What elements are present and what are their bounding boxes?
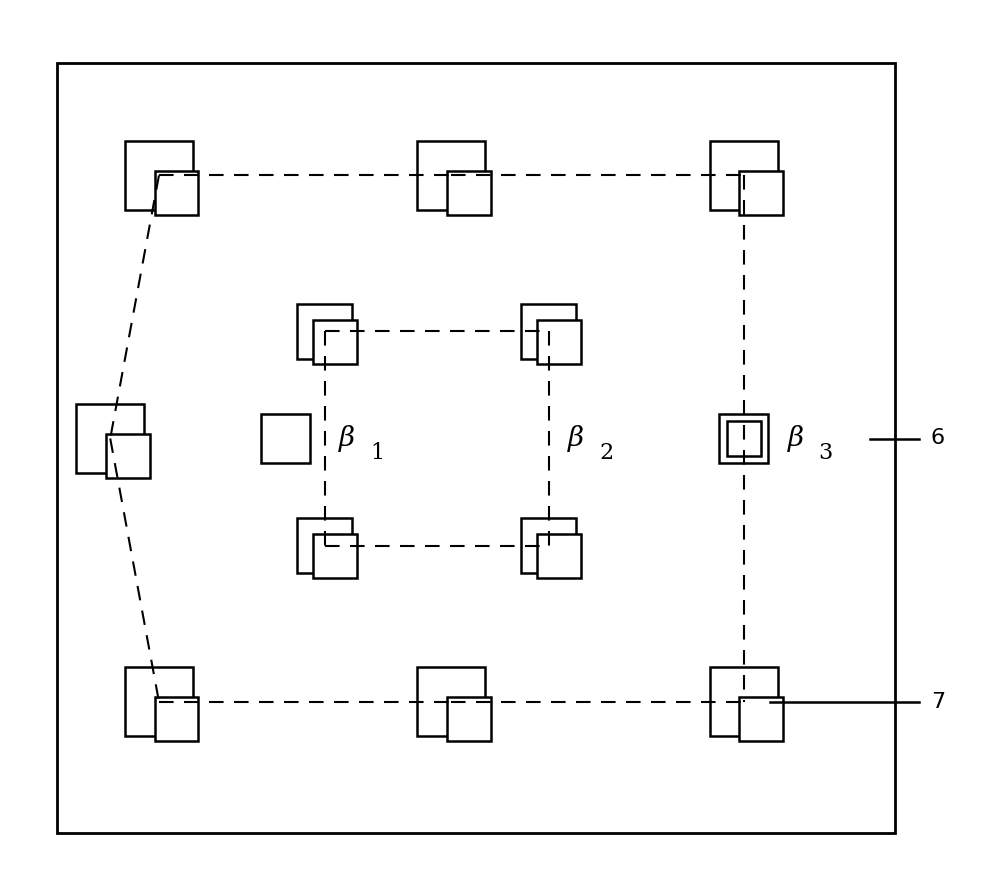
Bar [125,141,193,210]
Bar [297,303,352,359]
Bar [297,518,352,574]
Bar [417,141,485,210]
Bar [155,171,198,215]
Bar [739,697,783,741]
Text: 6: 6 [931,429,945,448]
Text: 2: 2 [599,442,614,464]
Bar [710,141,778,210]
Bar [313,320,357,364]
Text: 1: 1 [370,442,385,464]
Bar [417,667,485,736]
Bar [719,414,768,463]
Bar [76,404,144,473]
Text: β: β [568,425,584,452]
Text: 7: 7 [931,692,945,711]
Bar [537,320,581,364]
Bar [739,171,783,215]
Bar [447,697,491,741]
Bar [57,63,895,833]
Bar [155,697,198,741]
Bar [447,171,491,215]
Bar [313,534,357,578]
Bar [106,434,150,478]
Text: β: β [339,425,355,452]
Text: β: β [787,425,803,452]
Bar [727,422,761,455]
Bar [125,667,193,736]
Bar [261,414,310,463]
Bar [521,518,576,574]
Bar [521,303,576,359]
Bar [710,667,778,736]
Bar [537,534,581,578]
Text: 3: 3 [819,442,833,464]
